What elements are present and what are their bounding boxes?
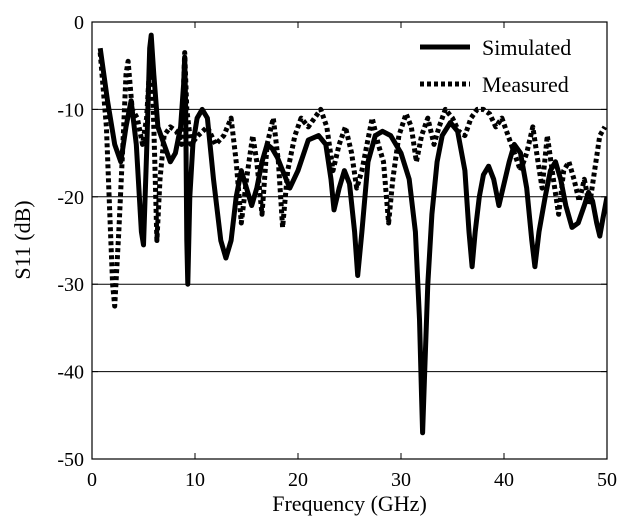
legend-label-measured: Measured — [482, 72, 569, 97]
y-tick-label: -10 — [57, 99, 84, 121]
grid-lines — [92, 108, 607, 373]
x-tick-label: 20 — [288, 469, 308, 491]
legend-label-simulated: Simulated — [482, 35, 571, 60]
plot-frame — [91, 21, 608, 460]
y-tick-label: -40 — [57, 362, 84, 384]
x-tick-label: 0 — [87, 469, 97, 491]
y-tick-label: 0 — [74, 12, 84, 34]
x-axis-label: Frequency (GHz) — [272, 491, 427, 516]
axis-ticks: 0-10-20-30-40-500 10 20 30 40 50 — [57, 12, 617, 491]
y-tick-label: -50 — [57, 449, 84, 471]
x-tick-label: 10 — [185, 469, 205, 491]
series-line-simulated — [97, 32, 607, 436]
y-tick-label: -20 — [57, 187, 84, 209]
x-tick-label: 50 — [597, 469, 617, 491]
legend: Simulated Measured — [404, 30, 600, 104]
legend-box — [404, 30, 600, 104]
x-tick-label: 40 — [494, 469, 514, 491]
y-tick-label: -30 — [57, 274, 84, 296]
y-axis-label: S11 (dB) — [10, 200, 35, 279]
series-layer — [97, 32, 607, 436]
x-tick-label: 30 — [391, 469, 411, 491]
